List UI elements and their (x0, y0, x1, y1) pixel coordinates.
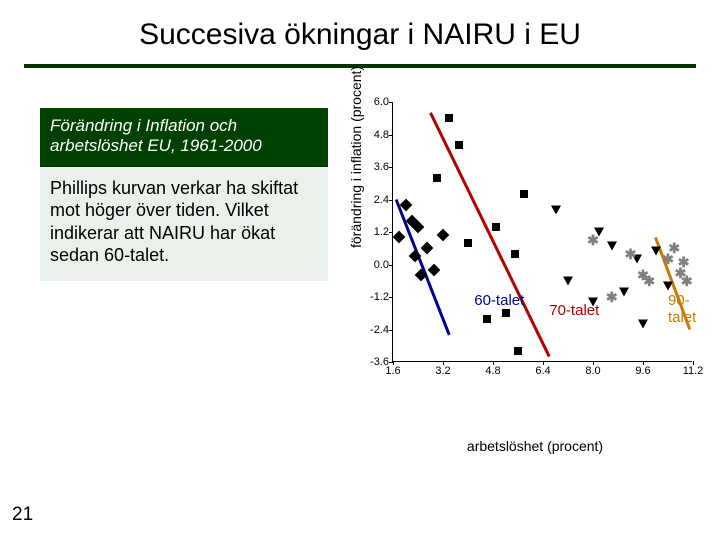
data-point (514, 347, 522, 355)
y-tick-label: 0.0 (355, 259, 389, 271)
y-tick-label: -3.6 (355, 356, 389, 368)
data-point (433, 174, 441, 182)
x-tick-label: 4.8 (485, 365, 500, 377)
data-point (563, 276, 573, 285)
data-point (492, 223, 500, 231)
title-area: Succesiva ökningar i NAIRU i EU (0, 0, 720, 58)
data-point (409, 250, 422, 263)
caption-box: Förändring i Inflation och arbetslöshet … (40, 108, 328, 167)
data-point (551, 206, 561, 215)
data-point (437, 228, 450, 241)
y-tick-label: 1.2 (355, 226, 389, 238)
left-column: Förändring i Inflation och arbetslöshet … (40, 108, 328, 281)
x-tick-label: 9.6 (635, 365, 650, 377)
y-tick-label: 4.8 (355, 129, 389, 141)
data-point (588, 298, 598, 307)
data-point (427, 264, 440, 277)
data-point (455, 141, 463, 149)
body-text: Phillips kurvan verkar ha skiftat mot hö… (50, 177, 318, 267)
data-point (415, 269, 428, 282)
data-point (445, 114, 453, 122)
data-point (520, 190, 528, 198)
scatter-chart: förändring i inflation (procent) -3.6-2.… (360, 98, 710, 398)
page-title: Succesiva ökningar i NAIRU i EU (20, 18, 700, 52)
y-tick-label: 2.4 (355, 194, 389, 206)
data-point (421, 242, 434, 255)
data-point (511, 250, 519, 258)
y-axis-label: förändring i inflation (procent) (348, 66, 364, 248)
data-point (607, 241, 617, 250)
x-tick-label: 8.0 (585, 365, 600, 377)
caption-text: Förändring i Inflation och arbetslöshet … (50, 116, 318, 157)
data-point (619, 287, 629, 296)
y-tick-label: 3.6 (355, 161, 389, 173)
data-point (502, 309, 510, 317)
data-point (464, 239, 472, 247)
y-tick-label: -1.2 (355, 291, 389, 303)
plot-region: -3.6-2.4-1.20.01.22.43.64.86.01.63.24.86… (392, 102, 692, 362)
page-number: 21 (12, 504, 33, 526)
data-point (651, 246, 661, 255)
x-tick-label: 6.4 (535, 365, 550, 377)
content-area: Förändring i Inflation och arbetslöshet … (0, 68, 720, 508)
y-tick-label: 6.0 (355, 96, 389, 108)
x-tick-label: 1.6 (385, 365, 400, 377)
series-label: 60-talet (474, 292, 524, 309)
data-point (483, 315, 491, 323)
body-box: Phillips kurvan verkar ha skiftat mot hö… (40, 167, 328, 281)
x-axis-label: arbetslöshet (procent) (360, 438, 710, 454)
x-tick-label: 3.2 (435, 365, 450, 377)
data-point (399, 199, 412, 212)
data-point (663, 282, 673, 291)
x-tick-label: 11.2 (683, 365, 704, 377)
data-point (638, 320, 648, 329)
y-tick-label: -2.4 (355, 324, 389, 336)
series-label: 90-talet (668, 292, 696, 326)
slide: Succesiva ökningar i NAIRU i EU Förändri… (0, 0, 720, 540)
data-point (393, 231, 406, 244)
